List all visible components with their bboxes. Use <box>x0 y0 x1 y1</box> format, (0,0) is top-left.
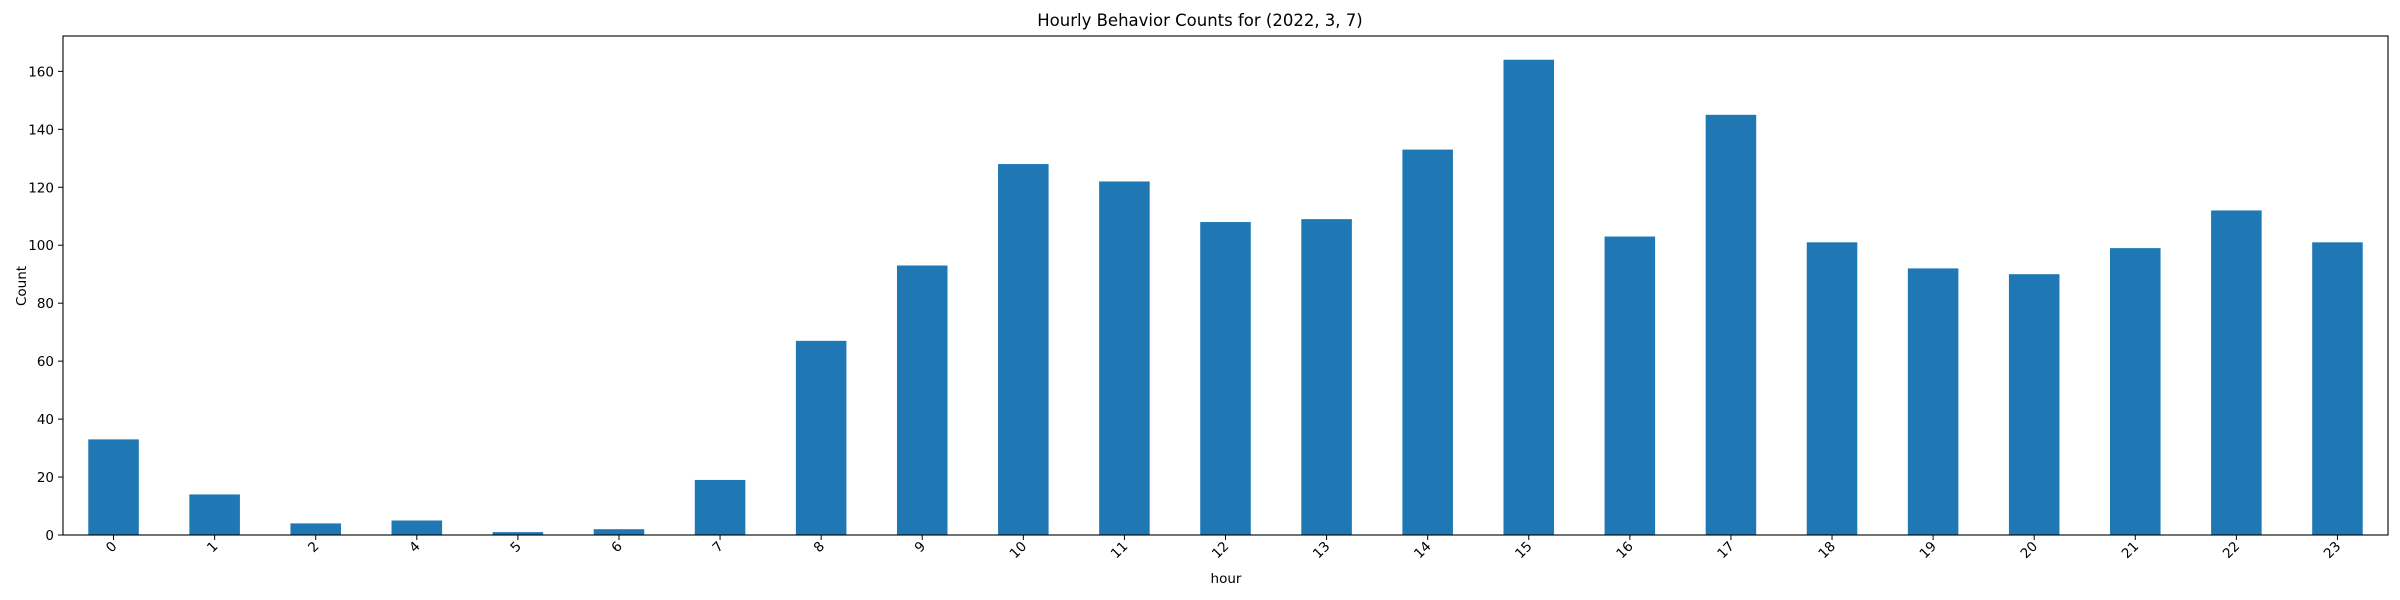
x-tick-label: 12 <box>1209 539 1232 562</box>
y-tick-label: 0 <box>45 528 54 544</box>
y-axis: 0 20 40 60 80 100 120 140 160 <box>28 64 63 544</box>
bar-hour-20 <box>2008 274 2060 535</box>
x-tick-label: 20 <box>2018 539 2041 562</box>
x-tick-label: 18 <box>1815 539 1838 562</box>
bar-hour-17 <box>1705 114 1757 535</box>
bar-hour-8 <box>795 340 847 535</box>
bar-hour-13 <box>1301 219 1352 535</box>
x-tick-label: 19 <box>1916 539 1939 562</box>
bar-hour-12 <box>1200 222 1251 535</box>
x-tick-label: 6 <box>608 539 625 556</box>
bar-hour-21 <box>2110 248 2161 535</box>
x-tick-label: 9 <box>912 539 929 556</box>
y-tick-label: 160 <box>28 64 54 80</box>
x-tick-label: 21 <box>2119 539 2142 562</box>
bar-hour-6 <box>593 529 645 535</box>
bar-hour-9 <box>896 265 948 535</box>
x-tick-label: 5 <box>507 539 524 556</box>
bar-hour-1 <box>189 494 240 535</box>
bar-hour-4 <box>391 520 443 535</box>
x-tick-label: 2 <box>305 539 322 556</box>
x-tick-label: 0 <box>103 539 120 556</box>
x-axis-label: hour <box>1211 571 1242 587</box>
x-tick-label: 13 <box>1310 539 1333 562</box>
x-tick-label: 11 <box>1108 539 1131 562</box>
bars-group <box>88 59 2363 536</box>
y-tick-label: 60 <box>37 354 54 370</box>
bar-hour-19 <box>1907 268 1959 535</box>
x-tick-label: 10 <box>1007 539 1030 562</box>
x-tick-label: 8 <box>811 539 828 556</box>
x-tick-label: 1 <box>204 539 221 556</box>
x-axis: 0 1 2 4 5 6 7 8 9 10 11 12 13 14 15 16 17 18 19 20 21 22 23 <box>103 535 2344 562</box>
y-tick-label: 40 <box>37 412 54 428</box>
y-tick-label: 100 <box>28 238 54 254</box>
x-tick-label: 23 <box>2321 539 2344 562</box>
bar-hour-15 <box>1503 59 1555 536</box>
x-tick-label: 22 <box>2220 539 2243 562</box>
bar-hour-0 <box>88 439 139 535</box>
bar-hour-23 <box>2312 242 2363 535</box>
x-tick-label: 4 <box>406 539 423 556</box>
x-tick-label: 15 <box>1512 539 1535 562</box>
chart-title: Hourly Behavior Counts for (2022, 3, 7) <box>1037 11 1362 30</box>
bar-hour-16 <box>1604 236 1656 536</box>
bar-hour-11 <box>1099 181 1150 535</box>
y-tick-label: 120 <box>28 180 54 196</box>
bar-hour-14 <box>1402 149 1453 535</box>
bar-hour-2 <box>290 523 341 535</box>
bar-hour-18 <box>1806 242 1858 535</box>
x-tick-label: 14 <box>1411 539 1434 562</box>
bar-hour-7 <box>694 479 746 535</box>
y-axis-label: Count <box>14 266 30 306</box>
y-tick-label: 80 <box>37 296 54 312</box>
y-tick-label: 20 <box>37 470 54 486</box>
x-tick-label: 16 <box>1613 539 1636 562</box>
bar-hour-22 <box>2211 210 2262 536</box>
x-tick-label: 17 <box>1714 539 1737 562</box>
y-tick-label: 140 <box>28 122 54 138</box>
bar-hour-5 <box>492 532 544 535</box>
x-tick-label: 7 <box>710 539 727 556</box>
bar-hour-10 <box>998 164 1049 535</box>
